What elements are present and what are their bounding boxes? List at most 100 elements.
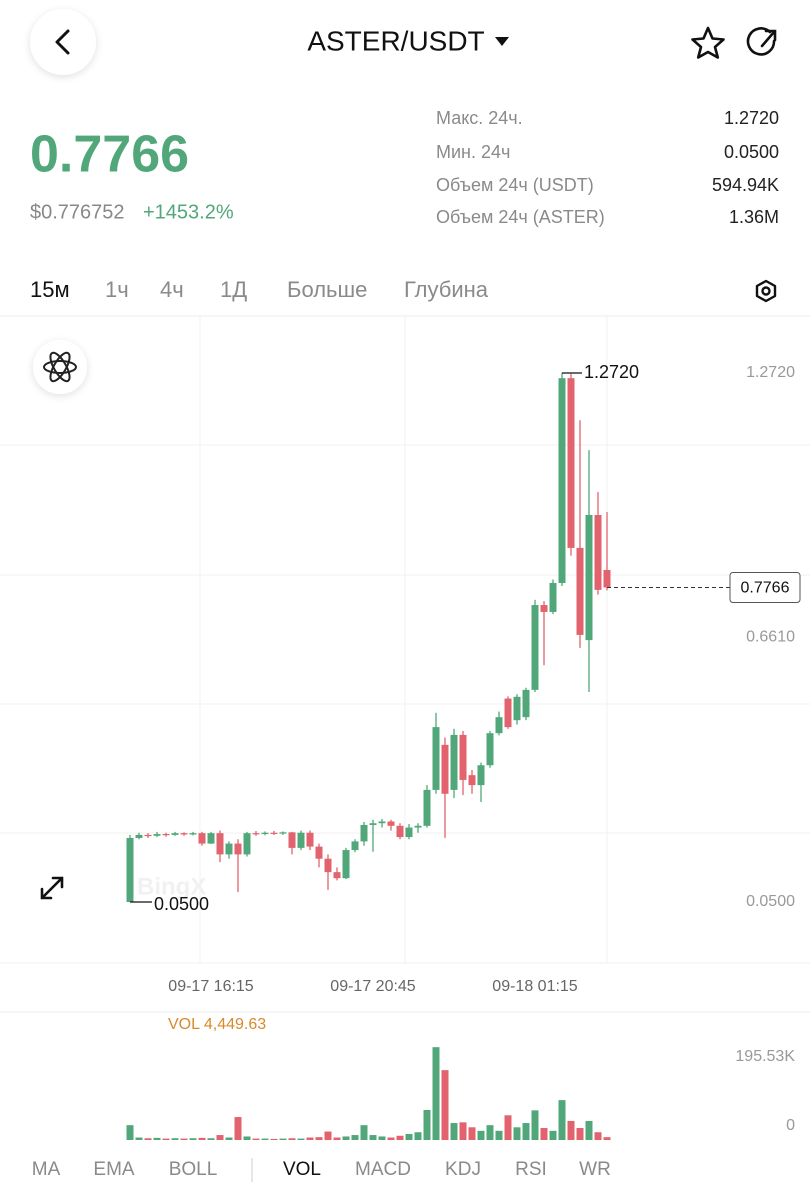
- usd-price: $0.776752: [30, 201, 125, 223]
- timeframe-tab[interactable]: Больше: [287, 277, 367, 302]
- min-label: 0.0500: [154, 894, 209, 914]
- chart-settings-icon[interactable]: [755, 279, 777, 303]
- candle-body: [441, 744, 449, 794]
- timeframe-tab[interactable]: 15м: [30, 277, 70, 302]
- stat-value: 0.0500: [724, 142, 779, 162]
- candle-body: [486, 733, 494, 766]
- volume-bar: [459, 1122, 467, 1140]
- volume-bar: [468, 1127, 476, 1140]
- y-tick-label: 0.6610: [746, 629, 795, 646]
- x-tick-label: 09-17 16:15: [168, 978, 254, 995]
- candle-body: [333, 872, 341, 879]
- last-price-box: [729, 571, 801, 603]
- candle-body: [342, 850, 350, 879]
- candle-body: [603, 569, 611, 588]
- volume-bar: [243, 1136, 251, 1140]
- price-chart: BingX 1.2720 0.6610 0.0500 09-17 16:15 09-17 …: [126, 362, 801, 995]
- indicator-tab[interactable]: MACD: [355, 1159, 411, 1180]
- candle-body: [369, 823, 377, 825]
- indicator-tabs: MA EMA BOLL VOL MACD KDJ RSI WR: [32, 1159, 611, 1180]
- candle-body: [234, 843, 242, 855]
- volume-bar: [495, 1130, 503, 1140]
- indicator-tab[interactable]: BOLL: [169, 1159, 218, 1180]
- volume-bar: [198, 1137, 206, 1140]
- indicator-tab[interactable]: VOL: [283, 1159, 321, 1180]
- candle-body: [180, 833, 188, 835]
- candle-body: [351, 841, 359, 851]
- indicator-tab[interactable]: EMA: [93, 1159, 135, 1180]
- volume-bar: [549, 1130, 557, 1140]
- candle-body: [432, 727, 440, 790]
- candle-body: [216, 833, 224, 855]
- x-tick-label: 09-18 01:15: [492, 978, 578, 995]
- volume-bar: [279, 1138, 287, 1140]
- pair-title[interactable]: ASTER/USDT: [307, 25, 484, 56]
- volume-bar: [504, 1115, 512, 1140]
- volume-bar: [450, 1123, 458, 1140]
- pair-dropdown[interactable]: [495, 37, 509, 46]
- x-tick-label: 09-17 20:45: [330, 978, 416, 995]
- indicator-tab[interactable]: MA: [32, 1159, 61, 1180]
- candle-body: [324, 858, 332, 873]
- volume-bar: [486, 1125, 494, 1140]
- candle-body: [144, 834, 152, 837]
- candle-body: [360, 824, 368, 842]
- candle-body: [387, 821, 395, 826]
- stat-value: 1.2720: [724, 108, 779, 128]
- volume-bar: [567, 1120, 575, 1140]
- stat-value: 1.36M: [729, 207, 779, 227]
- stats: Макс. 24ч. 1.2720 Мин. 24ч 0.0500 Объем 24ч …: [436, 108, 779, 227]
- indicator-tab[interactable]: KDJ: [445, 1159, 481, 1180]
- timeframe-tabs: 15м 1ч 4ч 1Д Больше Глубина: [30, 277, 489, 302]
- timeframe-tab[interactable]: 1ч: [105, 277, 129, 302]
- share-icon[interactable]: [746, 27, 777, 56]
- expand-icon[interactable]: [40, 876, 64, 900]
- volume-bar: [162, 1138, 170, 1140]
- volume-bar: [576, 1128, 584, 1140]
- candle-body: [549, 582, 557, 612]
- volume-bar: [414, 1132, 422, 1140]
- candle-body: [450, 734, 458, 790]
- candle-body: [153, 834, 161, 836]
- volume-bar: [333, 1137, 341, 1140]
- candle-body: [522, 689, 530, 718]
- stat-label: Объем 24ч (USDT): [436, 175, 594, 195]
- volume-bar: [405, 1134, 413, 1140]
- candle-body: [306, 832, 314, 847]
- candle-body: [594, 515, 602, 590]
- volume-bar: [180, 1138, 188, 1140]
- candle-body: [567, 378, 575, 548]
- candle-body: [531, 605, 539, 690]
- volume-bar: [225, 1137, 233, 1140]
- timeframe-tab[interactable]: 4ч: [160, 277, 184, 302]
- volume-chart: VOL 4,449.63 195.53K 0: [126, 1016, 795, 1140]
- volume-bar: [351, 1135, 359, 1140]
- candle-body: [171, 833, 179, 835]
- volume-bar: [135, 1137, 143, 1140]
- watermark: BingX: [137, 873, 206, 900]
- candle-body: [315, 846, 323, 859]
- y-tick-label: 0.0500: [746, 893, 795, 910]
- volume-bar: [207, 1138, 215, 1140]
- volume-bar: [477, 1130, 485, 1140]
- candle-body: [378, 821, 386, 824]
- favorite-icon[interactable]: [691, 26, 725, 59]
- volume-bar: [261, 1138, 269, 1140]
- candle-body: [423, 789, 431, 826]
- timeframe-tab[interactable]: Глубина: [404, 277, 489, 302]
- candle-body: [225, 843, 233, 855]
- timeframe-tab[interactable]: 1Д: [220, 277, 247, 302]
- volume-bar: [126, 1125, 134, 1140]
- volume-bar: [513, 1127, 521, 1140]
- back-button[interactable]: [30, 9, 96, 75]
- y-tick-label: 1.2720: [746, 364, 795, 381]
- y-tick-label: 0: [786, 1117, 795, 1134]
- volume-bar: [288, 1138, 296, 1140]
- indicator-tab[interactable]: RSI: [515, 1159, 547, 1180]
- volume-bar: [585, 1120, 593, 1140]
- indicator-tab[interactable]: WR: [579, 1159, 611, 1180]
- volume-bar: [216, 1135, 224, 1140]
- candle-body: [261, 832, 269, 835]
- stat-label: Объем 24ч (ASTER): [436, 207, 605, 227]
